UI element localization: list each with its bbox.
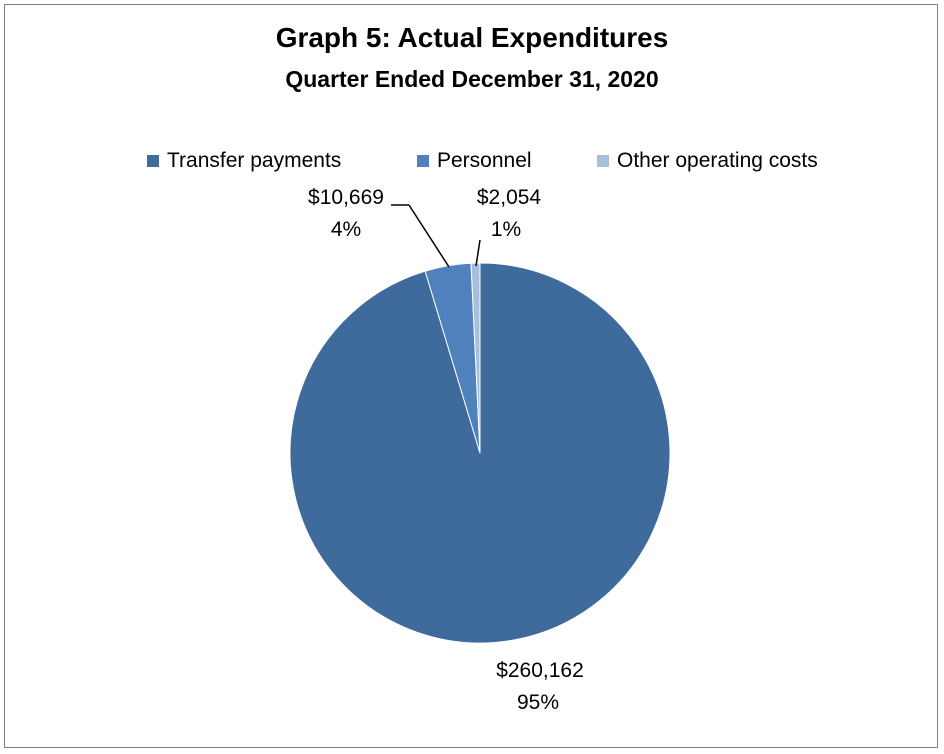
legend-swatch-transfer-payments — [147, 155, 159, 167]
chart-legend: Transfer payments Personnel Other operat… — [0, 146, 944, 176]
leader-line-personnel-diagonal — [408, 204, 450, 268]
chart-subtitle: Quarter Ended December 31, 2020 — [285, 66, 659, 92]
pie-slice-other-operating-costs — [470, 262, 481, 454]
data-label-other-value: $2,054 — [477, 186, 542, 209]
legend-label-transfer-payments: Transfer payments — [167, 149, 342, 172]
data-label-personnel-percent: 4% — [331, 218, 361, 241]
data-label-transfer-percent: 95% — [517, 691, 559, 714]
pie-slices — [289, 262, 671, 644]
data-label-transfer-value: $260,162 — [496, 659, 584, 682]
legend-swatch-personnel — [417, 155, 429, 167]
legend-label-other-operating-costs: Other operating costs — [617, 149, 818, 172]
legend-item-other-operating-costs: Other operating costs — [597, 146, 818, 176]
legend-label-personnel: Personnel — [437, 149, 532, 172]
leader-line-other-operating-costs — [475, 239, 481, 267]
legend-item-personnel: Personnel — [417, 146, 532, 176]
data-label-personnel-value: $10,669 — [308, 186, 384, 209]
legend-swatch-other-operating-costs — [597, 155, 609, 167]
chart-title: Graph 5: Actual Expenditures — [275, 22, 669, 53]
legend-item-transfer-payments: Transfer payments — [147, 146, 341, 176]
data-label-other-percent: 1% — [491, 218, 521, 241]
